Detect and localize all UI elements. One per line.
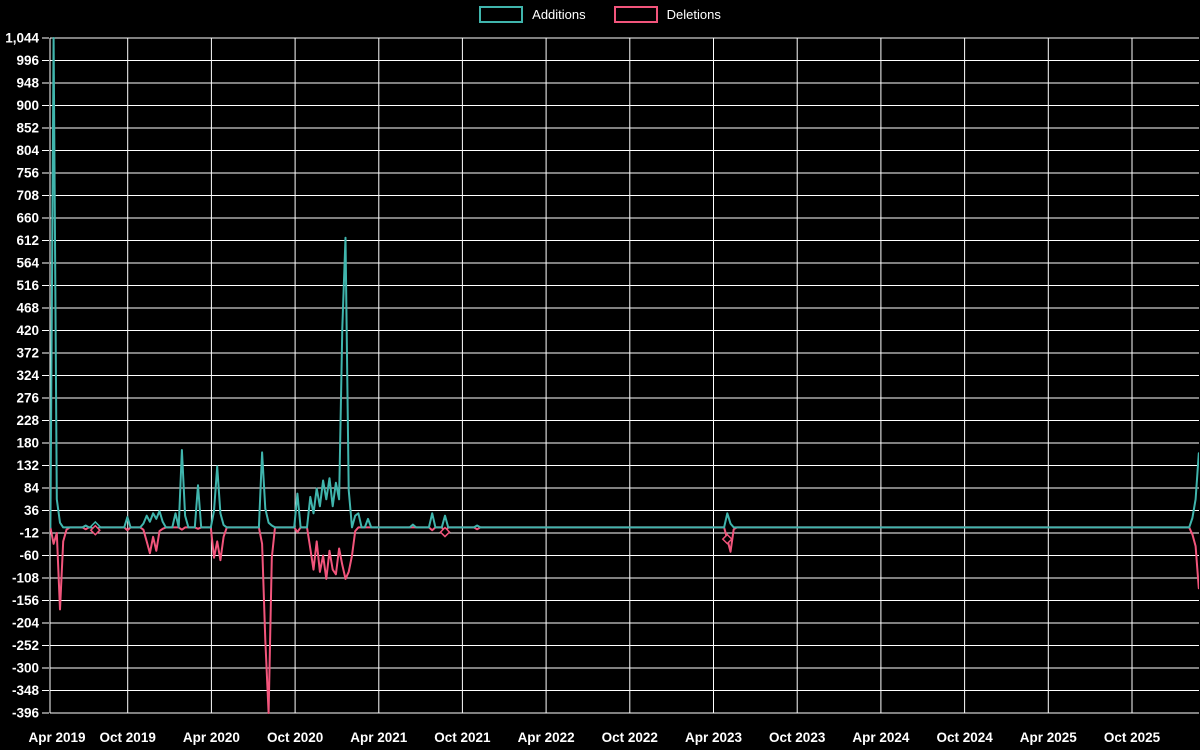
legend-item-additions[interactable]: Additions bbox=[479, 6, 586, 23]
x-tick-label: Oct 2021 bbox=[434, 730, 491, 745]
y-tick-label: -348 bbox=[12, 683, 40, 698]
y-tick-label: -12 bbox=[19, 526, 39, 541]
y-tick-label: 468 bbox=[16, 301, 39, 316]
gridlines bbox=[42, 37, 1199, 714]
y-tick-label: 708 bbox=[16, 188, 39, 203]
y-tick-label: -396 bbox=[12, 706, 40, 721]
x-tick-label: Oct 2023 bbox=[769, 730, 826, 745]
y-tick-label: 564 bbox=[16, 256, 39, 271]
deletions-swatch bbox=[613, 6, 658, 23]
deletions-point-marker[interactable] bbox=[89, 524, 101, 536]
x-tick-label: Apr 2019 bbox=[28, 730, 85, 745]
additions-swatch bbox=[479, 6, 524, 23]
x-tick-label: Apr 2021 bbox=[350, 730, 408, 745]
chart-legend: Additions Deletions bbox=[0, 6, 1200, 23]
y-tick-label: 228 bbox=[16, 413, 39, 428]
y-tick-label: 132 bbox=[16, 458, 39, 473]
x-tick-label: Oct 2024 bbox=[936, 730, 993, 745]
y-tick-label: 612 bbox=[16, 233, 39, 248]
y-tick-label: 804 bbox=[16, 143, 39, 158]
y-tick-label: -204 bbox=[12, 616, 40, 631]
y-tick-label: 84 bbox=[24, 481, 40, 496]
x-tick-label: Apr 2023 bbox=[685, 730, 743, 745]
y-tick-label: 948 bbox=[16, 76, 39, 91]
y-tick-label: 516 bbox=[16, 278, 39, 293]
y-tick-label: 660 bbox=[16, 211, 39, 226]
y-tick-label: -252 bbox=[12, 638, 39, 653]
y-axis-labels: -396 -348 -300 -252 -204 -156 -108 -60 -12 36 84 13… bbox=[5, 31, 39, 721]
y-tick-label: 36 bbox=[24, 503, 40, 518]
y-tick-label: -300 bbox=[12, 661, 39, 676]
y-tick-label: 180 bbox=[16, 436, 39, 451]
y-tick-label: 996 bbox=[16, 53, 39, 68]
y-tick-label: 372 bbox=[16, 346, 39, 361]
x-tick-label: Apr 2024 bbox=[852, 730, 910, 745]
x-tick-label: Oct 2019 bbox=[100, 730, 156, 745]
y-tick-label: 852 bbox=[16, 121, 39, 136]
deletions-point-marker[interactable] bbox=[439, 526, 451, 538]
y-tick-label: -60 bbox=[19, 548, 39, 563]
y-tick-label: 324 bbox=[16, 368, 39, 383]
y-tick-label: -156 bbox=[12, 593, 40, 608]
additions-line bbox=[50, 37, 1199, 529]
additions-legend-label: Additions bbox=[532, 7, 586, 22]
x-axis-labels: Apr 2019 Oct 2019 Apr 2020 Oct 2020 Apr 2021… bbox=[28, 730, 1160, 745]
x-tick-label: Oct 2022 bbox=[602, 730, 658, 745]
y-tick-label: 900 bbox=[16, 98, 39, 113]
y-tick-label: 1,044 bbox=[5, 31, 39, 46]
y-tick-label: 756 bbox=[16, 166, 39, 181]
deletions-legend-label: Deletions bbox=[666, 7, 721, 22]
y-tick-label: -108 bbox=[12, 571, 40, 586]
legend-item-deletions[interactable]: Deletions bbox=[613, 6, 721, 23]
series-group bbox=[50, 37, 1199, 714]
x-tick-label: Oct 2020 bbox=[267, 730, 323, 745]
x-tick-label: Apr 2022 bbox=[518, 730, 575, 745]
y-tick-label: 276 bbox=[16, 391, 39, 406]
deletions-point-marker[interactable] bbox=[721, 533, 733, 545]
x-tick-label: Apr 2025 bbox=[1020, 730, 1078, 745]
y-tick-label: 420 bbox=[16, 323, 39, 338]
x-tick-label: Apr 2020 bbox=[183, 730, 240, 745]
x-tick-label: Oct 2025 bbox=[1104, 730, 1161, 745]
